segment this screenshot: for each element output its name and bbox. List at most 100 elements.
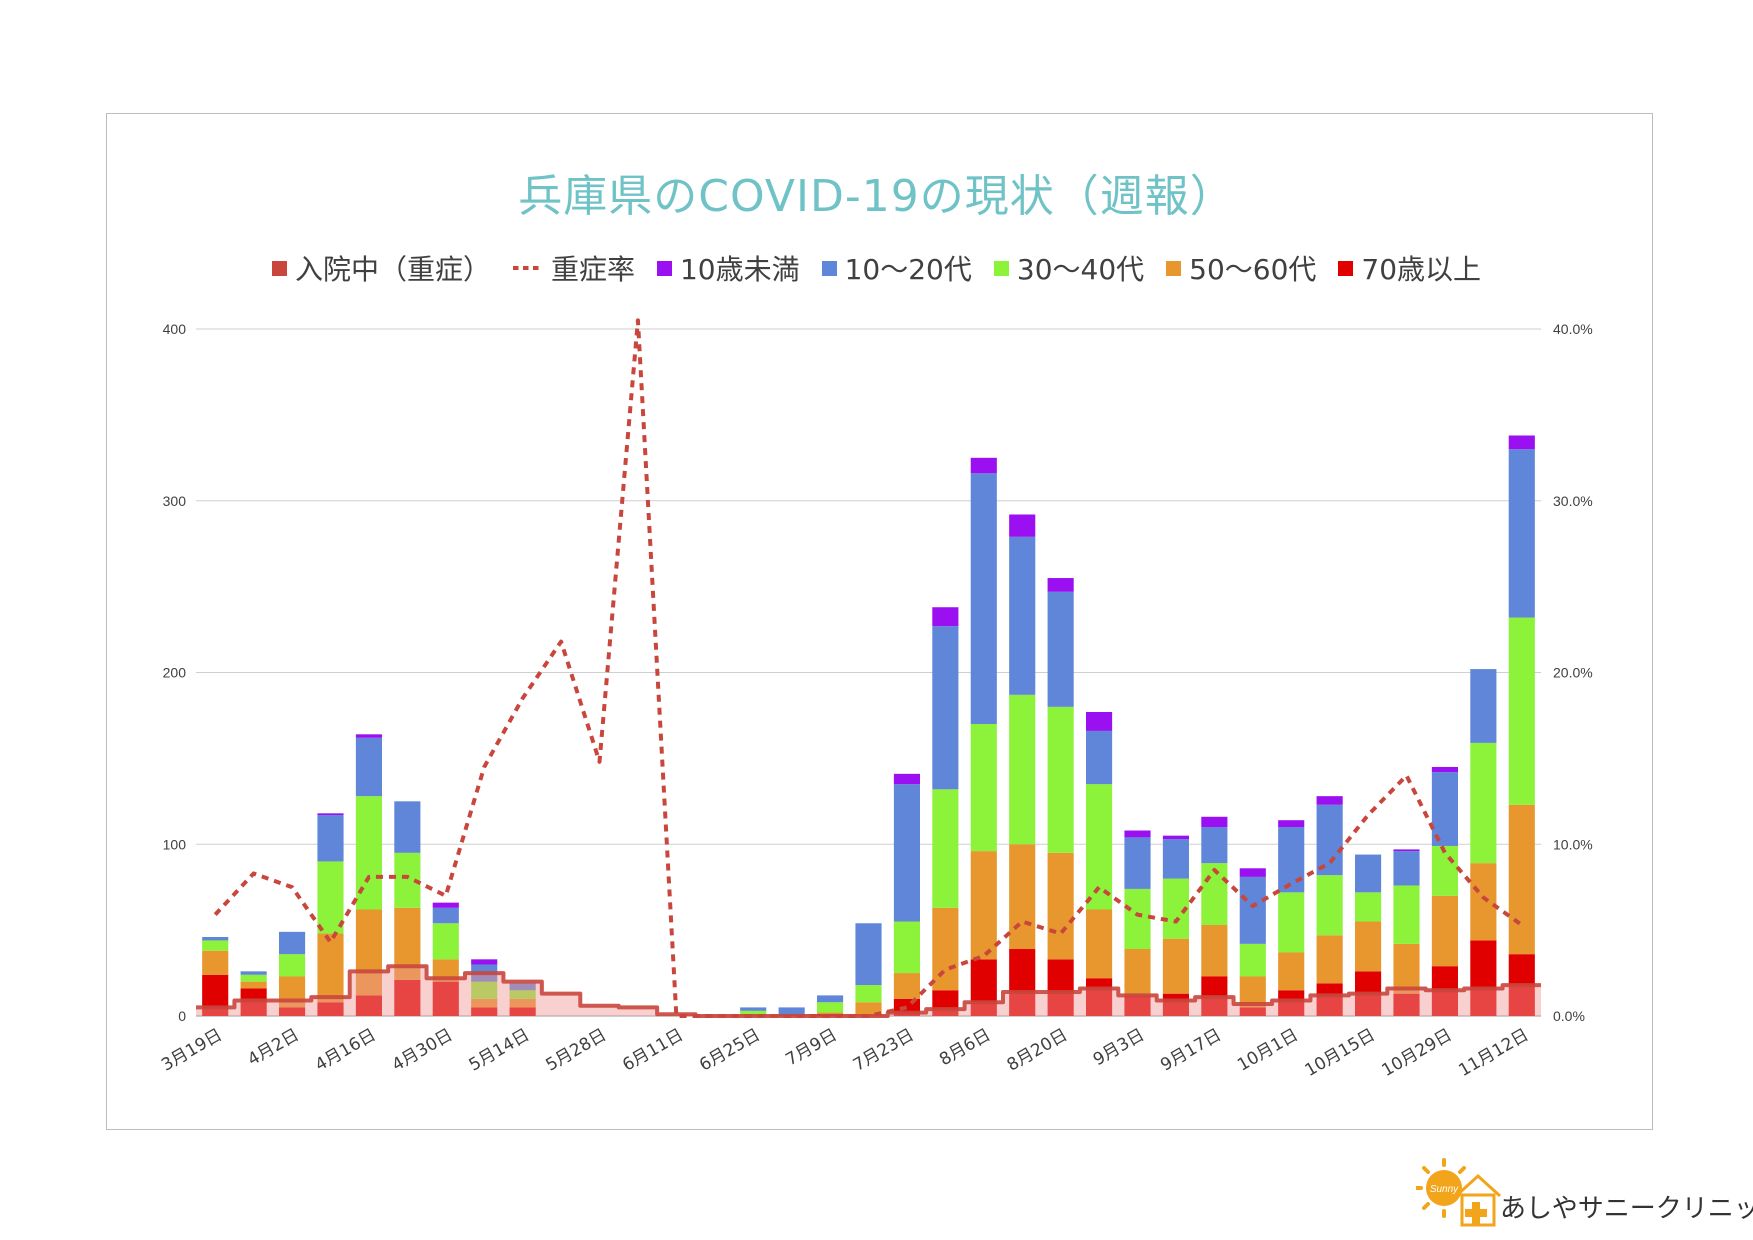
x-tick-label: 6月25日 — [696, 1025, 764, 1076]
bar-segment — [1508, 449, 1535, 618]
bar-segment — [970, 959, 997, 1016]
bar-segment — [317, 861, 344, 934]
legend-swatch — [821, 260, 837, 276]
bar-segment — [394, 979, 421, 1016]
bar-segment — [471, 1007, 498, 1016]
bar-segment — [317, 815, 344, 862]
y-tick-label: 0 — [178, 1008, 186, 1024]
legend-swatch — [993, 260, 1009, 276]
bar-segment — [893, 784, 920, 922]
bar-segment — [1201, 863, 1228, 925]
bar-segment — [317, 933, 344, 1003]
bar-segment — [1239, 868, 1266, 877]
bar-segment — [817, 995, 844, 1003]
bar-segment — [893, 973, 920, 999]
bar-segment — [240, 981, 267, 989]
bar-segment — [1431, 845, 1458, 896]
bar-segment — [932, 990, 959, 1016]
y-tick-label: 200 — [163, 665, 187, 681]
bar-segment — [394, 801, 421, 853]
bar-segment — [509, 983, 536, 991]
bar-segment — [355, 737, 382, 797]
legend: 入院中（重症） 重症率 10歳未満 10〜20代 30〜40代 50〜60代 70歳以上 — [0, 248, 1753, 288]
bar-segment — [1124, 837, 1151, 889]
bar-segment — [317, 1002, 344, 1016]
legend-label: 10歳未満 — [679, 253, 800, 286]
bar-segment — [1316, 804, 1343, 876]
bar-segment — [1470, 863, 1497, 941]
bar-segment — [1316, 935, 1343, 984]
legend-swatch — [656, 260, 672, 276]
x-tick-label: 6月11日 — [619, 1025, 687, 1076]
x-tick-label: 10月29日 — [1379, 1025, 1456, 1081]
x-tick-label: 4月2日 — [244, 1025, 302, 1070]
bar-segment — [1124, 830, 1151, 838]
bar-segment — [1239, 943, 1266, 977]
bar-segment — [1393, 885, 1420, 944]
bar-segment — [1009, 949, 1036, 1016]
legend-item-1: 重症率 — [512, 248, 635, 288]
bar-segment — [355, 995, 382, 1016]
bar-segment — [1278, 827, 1305, 893]
bar-segment — [855, 923, 882, 986]
bar-segment — [471, 998, 498, 1008]
y2-tick-label: 40.0% — [1553, 321, 1593, 337]
bar-segment — [432, 907, 459, 924]
y2-tick-label: 30.0% — [1553, 493, 1593, 509]
y2-tick-label: 20.0% — [1553, 665, 1593, 681]
bar-segment — [432, 959, 459, 982]
legend-item-4: 30〜40代 — [993, 248, 1145, 288]
bar-segment — [1278, 820, 1305, 828]
bar-segment — [1086, 909, 1113, 979]
bar-segment — [1162, 839, 1189, 879]
x-tick-label: 8月6日 — [936, 1025, 994, 1070]
bar-segment — [202, 950, 229, 975]
bar-segment — [1508, 435, 1535, 450]
bar-segment — [509, 998, 536, 1008]
legend-label: 30〜40代 — [1016, 253, 1145, 286]
bar-segment — [740, 1010, 767, 1015]
bar-segment — [1470, 940, 1497, 1016]
bar-segment — [970, 457, 997, 474]
clinic-logo: Sunny — [1416, 1158, 1502, 1227]
bar-segment — [1355, 892, 1382, 922]
bar-segment — [1009, 514, 1036, 537]
bar-segment — [1316, 983, 1343, 1016]
bar-segment — [1508, 617, 1535, 805]
x-tick-label: 7月9日 — [782, 1025, 840, 1070]
bar-segment — [970, 473, 997, 725]
bar-segment — [202, 940, 229, 951]
legend-swatch — [271, 260, 287, 276]
legend-label: 10〜20代 — [844, 253, 972, 286]
y-tick-label: 100 — [163, 836, 187, 852]
bar-segment — [1239, 876, 1266, 944]
bar-segment — [1162, 835, 1189, 840]
bar-segment — [932, 626, 959, 790]
bar-segment — [1124, 995, 1151, 1016]
legend-label: 50〜60代 — [1189, 253, 1317, 286]
bar-segment — [778, 1007, 805, 1016]
bar-segment — [1239, 1007, 1266, 1016]
hospitalized-line — [196, 964, 1541, 1018]
legend-label: 重症率 — [550, 253, 635, 286]
bar-segment — [1086, 730, 1113, 785]
hospitalized-area — [196, 966, 1541, 1016]
bar-segment — [1201, 816, 1228, 828]
bar-segment — [202, 936, 229, 941]
bar-segment — [1470, 742, 1497, 864]
bar-segment — [1393, 943, 1420, 994]
bar-segment — [471, 959, 498, 965]
bar-segment — [240, 974, 267, 982]
bar-segment — [1316, 796, 1343, 805]
bar-segment — [509, 1007, 536, 1016]
legend-item-0: 入院中（重症） — [271, 248, 491, 288]
legend-item-6: 70歳以上 — [1338, 248, 1481, 288]
legend-label: 70歳以上 — [1361, 253, 1482, 286]
x-tick-label: 5月28日 — [542, 1025, 610, 1076]
y2-tick-label: 0.0% — [1553, 1008, 1585, 1024]
x-tick-label: 3月19日 — [158, 1025, 226, 1076]
bar-segment — [355, 909, 382, 996]
bar-segment — [1316, 875, 1343, 936]
sun-icon — [1416, 1158, 1466, 1218]
bar-segment — [1086, 784, 1113, 910]
